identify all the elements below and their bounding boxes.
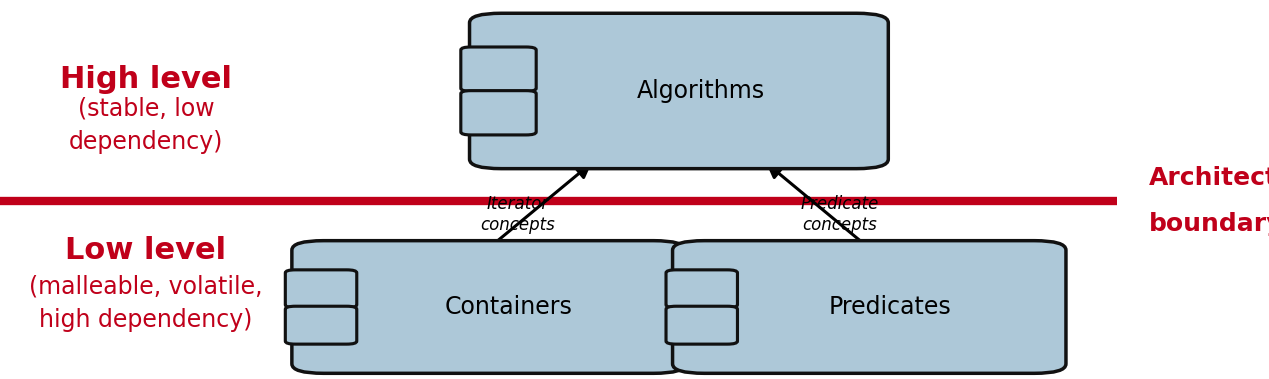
Text: (stable, low
dependency): (stable, low dependency) xyxy=(69,96,223,154)
FancyBboxPatch shape xyxy=(666,270,737,308)
Text: Predicate
concepts: Predicate concepts xyxy=(801,195,879,233)
FancyBboxPatch shape xyxy=(292,241,685,373)
FancyBboxPatch shape xyxy=(461,47,537,91)
Text: Iterator
concepts: Iterator concepts xyxy=(481,195,555,233)
FancyBboxPatch shape xyxy=(673,241,1066,373)
Text: Architectural: Architectural xyxy=(1148,166,1269,190)
Text: boundary: boundary xyxy=(1148,211,1269,236)
FancyBboxPatch shape xyxy=(461,91,537,135)
Text: Low level: Low level xyxy=(66,236,226,265)
FancyBboxPatch shape xyxy=(470,13,888,169)
Text: Predicates: Predicates xyxy=(829,295,950,319)
Text: Algorithms: Algorithms xyxy=(637,79,765,103)
FancyBboxPatch shape xyxy=(286,306,357,344)
Text: Containers: Containers xyxy=(445,295,574,319)
FancyBboxPatch shape xyxy=(666,306,737,344)
FancyBboxPatch shape xyxy=(286,270,357,308)
Text: High level: High level xyxy=(60,65,232,94)
Text: (malleable, volatile,
high dependency): (malleable, volatile, high dependency) xyxy=(29,274,263,332)
